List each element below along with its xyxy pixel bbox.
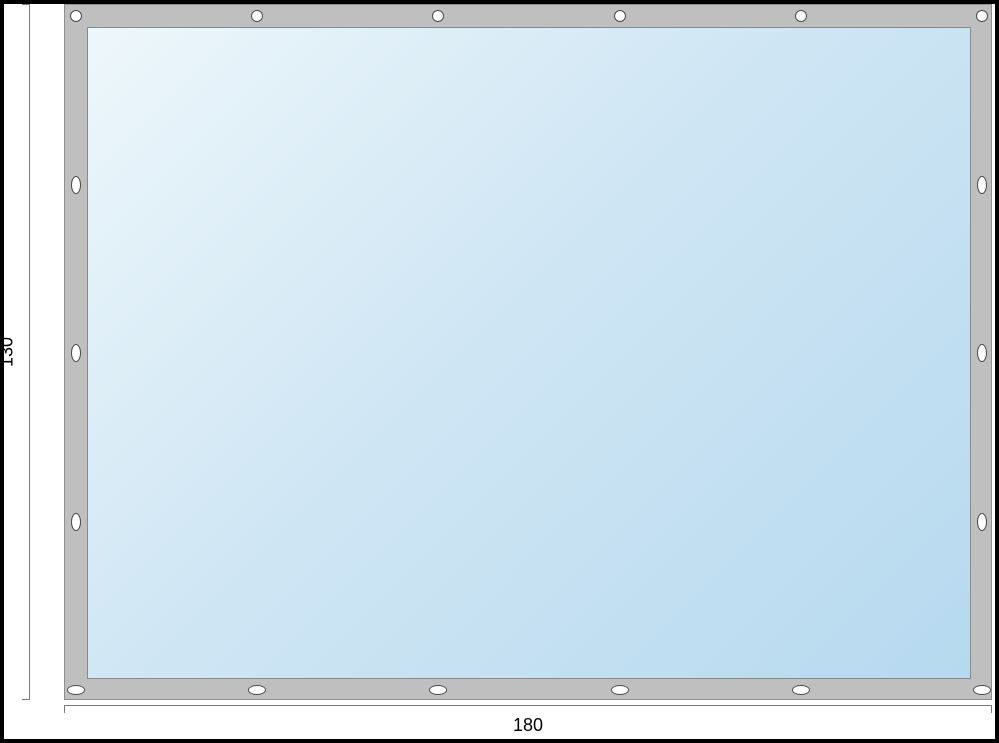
grommet-right-1: [977, 176, 987, 194]
dimension-vertical-label: 130: [0, 337, 18, 367]
grommet-top-2: [432, 10, 444, 22]
dimension-vertical: 130: [4, 4, 32, 700]
tarp-hem: [64, 4, 992, 700]
dimension-horizontal-bracket-line: [64, 705, 992, 706]
drawing-stage: 130 180: [4, 4, 995, 739]
grommet-top-1: [251, 10, 263, 22]
grommet-bottom-0: [67, 685, 85, 695]
dimension-horizontal: 180: [64, 703, 992, 739]
grommet-bottom-1: [248, 685, 266, 695]
grommet-top-4: [795, 10, 807, 22]
dimension-horizontal-bracket: [64, 705, 992, 715]
grommet-bottom-3: [611, 685, 629, 695]
grommet-top-0: [70, 10, 82, 22]
grommet-left-2: [71, 344, 81, 362]
grommet-right-3: [977, 513, 987, 531]
grommet-bottom-4: [792, 685, 810, 695]
grommet-top-5: [976, 10, 988, 22]
grommet-top-3: [614, 10, 626, 22]
dimension-horizontal-bracket-cap-left: [64, 705, 65, 713]
dimension-vertical-bracket-line: [29, 4, 30, 700]
dimension-vertical-bracket: [20, 4, 30, 700]
grommet-bottom-5: [973, 685, 991, 695]
tarp-panel: [87, 27, 971, 679]
grommet-left-1: [71, 176, 81, 194]
grommet-bottom-2: [429, 685, 447, 695]
grommet-left-3: [71, 513, 81, 531]
grommet-right-2: [977, 344, 987, 362]
dimension-vertical-bracket-cap-bottom: [22, 699, 30, 700]
dimension-horizontal-bracket-cap-right: [991, 705, 992, 713]
dimension-horizontal-label: 180: [513, 715, 543, 736]
